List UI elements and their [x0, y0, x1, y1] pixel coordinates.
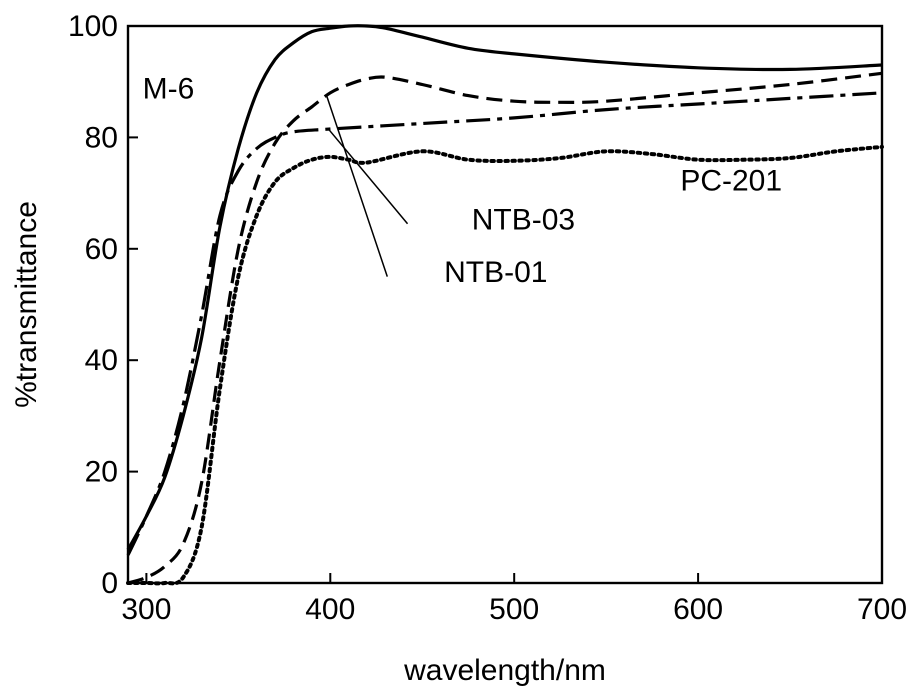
y-axis-ticks: 0 20 40 60 80 100 — [68, 10, 138, 600]
series-line-m-6 — [126, 24, 883, 551]
series-line-ntb-03 — [126, 91, 883, 556]
leader-line — [327, 128, 409, 225]
plot-frame — [126, 24, 884, 585]
series-label-ntb-01: NTB-01 — [444, 256, 547, 289]
annotation-layer: M-6 NTB-03 NTB-01 PC-201 — [143, 72, 782, 289]
x-tick-label: 300 — [121, 593, 171, 626]
x-tick-label: 700 — [857, 593, 907, 626]
x-tick-label: 600 — [673, 593, 723, 626]
x-tick-label: 500 — [489, 593, 539, 626]
leader-layer — [325, 95, 409, 277]
y-tick-label: 80 — [85, 121, 118, 154]
y-axis-label: %transmittance — [10, 201, 43, 408]
y-tick-label: 100 — [68, 10, 118, 43]
x-axis-label: wavelength/nm — [403, 654, 606, 687]
x-axis-ticks: 300 400 500 600 700 — [121, 573, 907, 626]
y-tick-label: 60 — [85, 233, 118, 266]
y-tick-label: 40 — [85, 344, 118, 377]
series-label-m-6: M-6 — [143, 72, 195, 105]
series-label-pc-201: PC-201 — [680, 164, 782, 197]
series-label-ntb-03: NTB-03 — [472, 203, 575, 236]
series-layer — [126, 24, 884, 586]
x-tick-label: 400 — [305, 593, 355, 626]
y-tick-label: 0 — [101, 567, 118, 600]
series-line-pc-201 — [126, 144, 884, 586]
series-line-ntb-01 — [127, 71, 883, 585]
leader-line — [325, 95, 389, 277]
y-tick-label: 20 — [85, 456, 118, 489]
